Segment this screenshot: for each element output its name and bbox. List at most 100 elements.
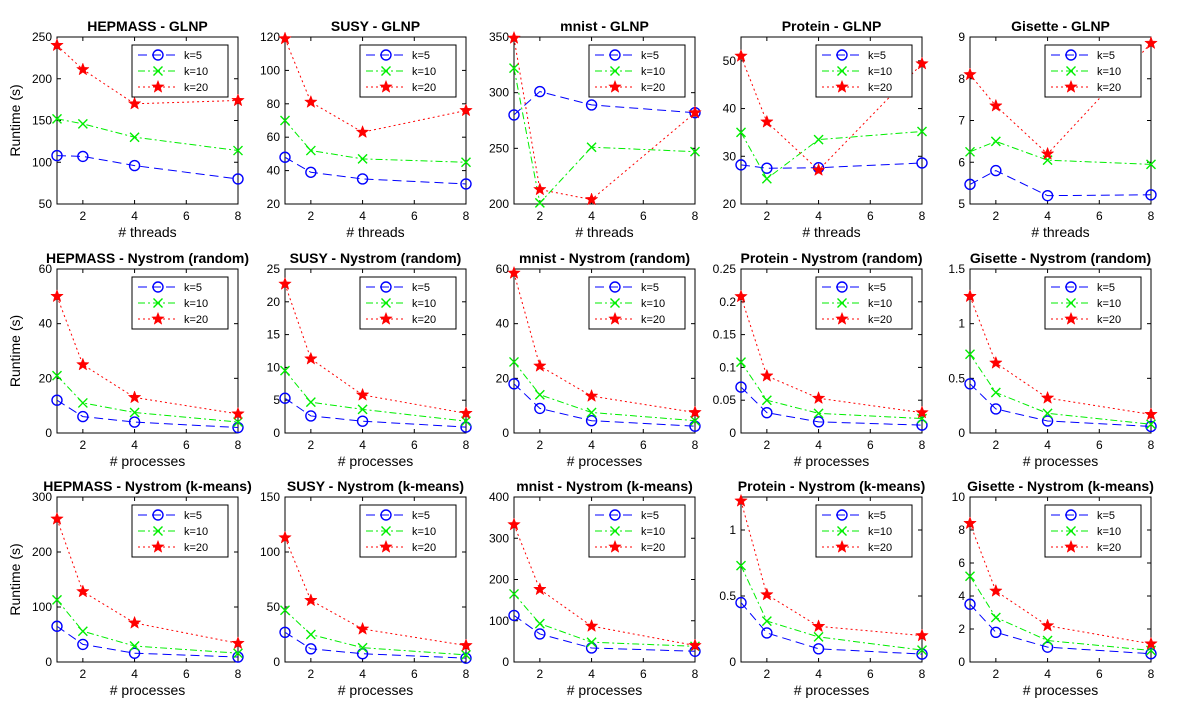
legend-marker	[837, 66, 847, 76]
data-point-k=20	[278, 31, 292, 45]
legend-box	[815, 504, 913, 558]
data-point-k=10	[357, 404, 368, 415]
y-tick-label: 25	[267, 262, 281, 276]
x-tick-label: 6	[411, 667, 418, 681]
data-point-k=5	[1145, 648, 1157, 660]
legend-marker	[151, 79, 165, 93]
data-point-k=10	[357, 153, 368, 164]
data-point-k=10	[509, 63, 519, 74]
x-tick-label: 6	[867, 667, 874, 681]
x-tick-label: 8	[1148, 209, 1155, 223]
x-tick-label: 2	[993, 209, 1000, 223]
series-line-k=20	[514, 38, 695, 201]
data-point-k=5	[990, 626, 1002, 638]
data-point-k=20	[1144, 407, 1158, 421]
legend-label: k=20	[641, 314, 665, 326]
subplot-7: 0 5 10 15 20 25 2 4 6 8 SUSY - Nystrom (random) # p…	[267, 250, 473, 469]
subplot-title: SUSY - GLNP	[331, 18, 420, 34]
y-tick-label: 6	[958, 556, 965, 570]
legend-label: k=5	[1097, 282, 1115, 294]
legend-label: k=10	[641, 298, 665, 310]
data-point-k=20	[584, 192, 599, 206]
series-line-k=20	[57, 518, 238, 644]
data-point-k=20	[532, 582, 547, 596]
x-axis-label: # processes	[338, 682, 413, 698]
legend-marker	[609, 509, 621, 521]
subplot-12: 0 50 100 150 2 4 6 8 SUSY - Nystrom (k-means) # p…	[260, 478, 473, 698]
data-point-k=5	[356, 415, 369, 427]
series-line-k=10	[970, 575, 1151, 651]
data-point-k=10	[509, 356, 519, 367]
x-tick-label: 4	[1044, 667, 1051, 681]
data-point-k=5	[279, 151, 291, 163]
x-tick-label: 6	[1096, 438, 1103, 452]
data-point-k=5	[279, 626, 291, 638]
data-point-k=5	[1041, 641, 1054, 653]
y-tick-label: 0	[502, 426, 509, 440]
y-tick-label: 0.5	[719, 589, 736, 603]
x-tick-label: 8	[692, 209, 699, 223]
data-point-k=5	[51, 620, 63, 632]
legend-label: k=5	[868, 282, 886, 294]
data-point-k=5	[812, 416, 825, 428]
plot-frame	[740, 496, 923, 663]
data-point-k=5	[77, 410, 89, 423]
y-tick-label: 300	[489, 531, 509, 545]
subplot-title: mnist - GLNP	[560, 18, 649, 34]
series-line-k=5	[285, 156, 466, 185]
x-axis-label: # processes	[338, 453, 413, 469]
x-tick-label: 8	[692, 438, 699, 452]
y-tick-label: 1.5	[948, 262, 965, 276]
x-tick-label: 4	[815, 438, 822, 452]
data-point-k=20	[915, 405, 929, 419]
legend: k=5 k=10 k=20	[131, 276, 229, 330]
legend-marker	[379, 79, 393, 93]
legend-box	[1044, 504, 1142, 558]
x-tick-label: 4	[131, 667, 138, 681]
data-point-k=5	[128, 647, 141, 659]
legend-label: k=10	[412, 298, 436, 310]
subplot-11: 0 100 200 300 2 4 6 8 HEPMASS - Nystrom (k-means…	[7, 478, 252, 698]
data-point-k=5	[735, 381, 747, 393]
legend-box	[131, 504, 229, 558]
series-line-k=5	[285, 397, 466, 428]
plot-frame	[284, 268, 467, 434]
plot-frame	[513, 268, 696, 434]
legend: k=5 k=10 k=20	[1044, 504, 1142, 558]
y-tick-label: 1	[958, 317, 965, 331]
series-line-k=20	[741, 296, 922, 414]
data-point-k=5	[1041, 189, 1054, 202]
series-line-k=5	[57, 625, 238, 658]
legend: k=5 k=10 k=20	[1044, 44, 1142, 98]
x-tick-label: 2	[537, 209, 544, 223]
data-point-k=5	[356, 173, 369, 185]
series-line-k=20	[514, 524, 695, 646]
data-point-k=20	[811, 619, 826, 633]
legend-marker	[835, 79, 849, 93]
data-point-k=20	[963, 289, 977, 303]
legend-marker	[380, 509, 392, 521]
x-tick-label: 2	[537, 667, 544, 681]
legend: k=5 k=10 k=20	[1044, 276, 1142, 330]
subplot-title: HEPMASS - GLNP	[87, 18, 208, 34]
legend-label: k=10	[184, 66, 208, 78]
y-tick-label: 0	[273, 426, 280, 440]
y-tick-label: 40	[267, 164, 281, 178]
subplot-6: 0 20 40 60 2 4 6 8 HEPMASS - Nystrom (random) # p…	[7, 250, 249, 469]
x-tick-label: 4	[1044, 209, 1051, 223]
y-axis-label: Runtime (s)	[7, 84, 23, 156]
data-point-k=20	[688, 105, 702, 119]
x-tick-label: 8	[235, 209, 242, 223]
y-tick-label: 20	[723, 197, 737, 211]
data-point-k=10	[761, 395, 772, 406]
data-point-k=10	[305, 629, 316, 640]
y-tick-label: 20	[267, 197, 281, 211]
y-tick-label: 20	[39, 371, 53, 385]
x-tick-label: 2	[80, 438, 87, 452]
y-axis-label: Runtime (s)	[7, 315, 23, 387]
data-point-k=5	[460, 652, 472, 664]
legend: k=5 k=10 k=20	[815, 276, 913, 330]
x-tick-label: 4	[588, 438, 595, 452]
legend-label: k=20	[412, 82, 436, 94]
